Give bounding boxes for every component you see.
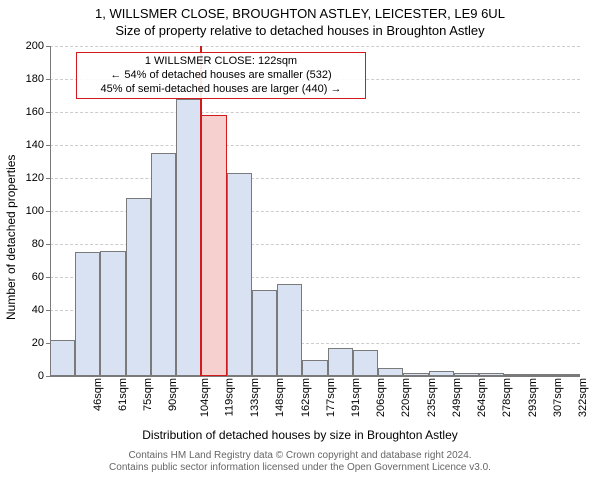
gridline xyxy=(50,46,580,47)
y-tick-label: 160 xyxy=(26,106,44,118)
x-tick-label: 293sqm xyxy=(527,378,539,417)
chart-container: 1, WILLSMER CLOSE, BROUGHTON ASTLEY, LEI… xyxy=(0,0,600,500)
x-tick-label: 119sqm xyxy=(223,378,235,416)
y-tick-label: 60 xyxy=(32,271,44,283)
x-tick-label: 104sqm xyxy=(199,378,211,417)
bar xyxy=(176,99,201,376)
x-tick-label: 307sqm xyxy=(552,378,564,417)
bar xyxy=(277,284,302,376)
credit-line-2: Contains public sector information licen… xyxy=(0,462,600,474)
y-tick-label: 20 xyxy=(32,337,44,349)
annotation-line-3: 45% of semi-detached houses are larger (… xyxy=(83,83,359,97)
bar xyxy=(151,153,176,376)
y-tick-label: 180 xyxy=(26,73,44,85)
x-tick-label: 278sqm xyxy=(502,378,514,417)
bar xyxy=(50,340,75,376)
x-tick-label: 191sqm xyxy=(350,378,362,417)
credit-line-1: Contains HM Land Registry data © Crown c… xyxy=(0,450,600,462)
bar xyxy=(302,360,327,377)
bar-highlight xyxy=(201,115,226,376)
bar xyxy=(328,348,353,376)
x-tick-label: 90sqm xyxy=(167,378,179,411)
x-tick-label: 322sqm xyxy=(577,378,589,417)
x-tick-label: 249sqm xyxy=(451,378,463,417)
x-axis-label: Distribution of detached houses by size … xyxy=(0,428,600,442)
y-tick-label: 80 xyxy=(32,238,44,250)
bar xyxy=(378,368,403,376)
y-tick-label: 0 xyxy=(38,370,44,382)
bar xyxy=(126,198,151,376)
y-axis-label: Number of detached properties xyxy=(4,155,18,320)
x-tick-label: 162sqm xyxy=(300,378,312,417)
x-tick-label: 177sqm xyxy=(325,378,337,417)
y-tick-label: 100 xyxy=(26,205,44,217)
bar xyxy=(252,290,277,376)
gridline xyxy=(50,178,580,179)
credits: Contains HM Land Registry data © Crown c… xyxy=(0,450,600,474)
y-tick-label: 120 xyxy=(26,172,44,184)
x-tick-label: 235sqm xyxy=(426,378,438,417)
x-tick-label: 264sqm xyxy=(476,378,488,417)
bar xyxy=(75,252,100,376)
y-tick-label: 200 xyxy=(26,40,44,52)
bar xyxy=(227,173,252,376)
y-tick-label: 40 xyxy=(32,304,44,316)
x-tick-label: 220sqm xyxy=(401,378,413,417)
x-tick-label: 75sqm xyxy=(142,378,154,411)
bar xyxy=(353,350,378,376)
annotation-line-2: ← 54% of detached houses are smaller (53… xyxy=(83,69,359,83)
y-tick-label: 140 xyxy=(26,139,44,151)
gridline xyxy=(50,145,580,146)
x-tick-label: 133sqm xyxy=(249,378,261,417)
annotation-line-1: 1 WILLSMER CLOSE: 122sqm xyxy=(83,55,359,69)
gridline xyxy=(50,112,580,113)
y-axis-line xyxy=(50,46,51,376)
x-tick-label: 46sqm xyxy=(92,378,104,411)
x-tick-label: 61sqm xyxy=(117,378,129,411)
annotation-box: 1 WILLSMER CLOSE: 122sqm ← 54% of detach… xyxy=(76,52,366,99)
chart-title-line1: 1, WILLSMER CLOSE, BROUGHTON ASTLEY, LEI… xyxy=(0,0,600,21)
chart-title-line2: Size of property relative to detached ho… xyxy=(0,23,600,38)
x-tick-label: 148sqm xyxy=(274,378,286,417)
bar xyxy=(100,251,125,376)
x-axis-line xyxy=(50,376,580,377)
x-tick-label: 206sqm xyxy=(375,378,387,417)
